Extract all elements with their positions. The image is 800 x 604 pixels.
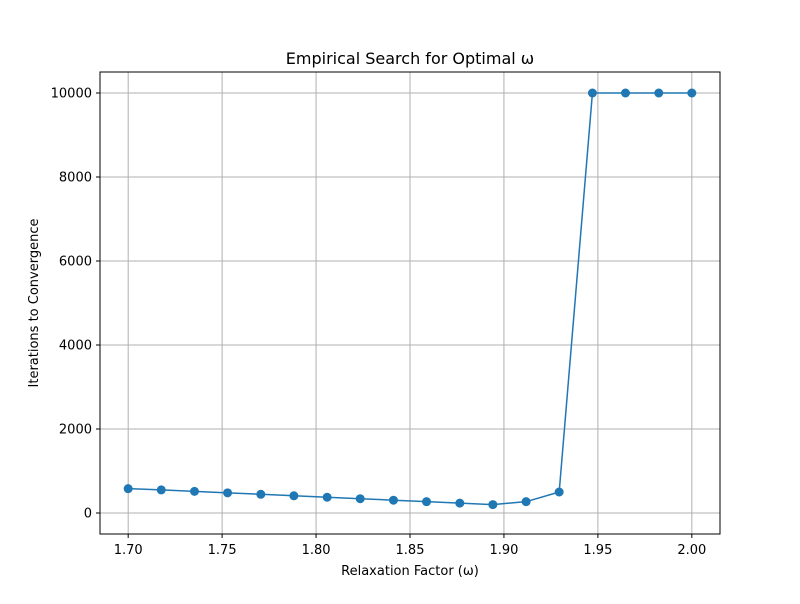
data-point: [620, 88, 630, 98]
y-tick-label: 6000: [59, 255, 92, 270]
y-tick-label: 10000: [51, 87, 92, 102]
series-layer: [123, 88, 697, 510]
x-tick-label: 1.85: [396, 543, 425, 558]
x-tick-label: 1.90: [489, 543, 518, 558]
data-point: [322, 492, 332, 502]
x-tick-label: 2.00: [677, 543, 706, 558]
data-point: [289, 491, 299, 501]
y-tick-label: 4000: [59, 339, 92, 354]
x-tick-label: 1.95: [583, 543, 612, 558]
data-point: [123, 484, 133, 494]
x-tick-label: 1.75: [208, 543, 237, 558]
series-line: [128, 92, 692, 506]
data-point: [455, 498, 465, 508]
data-point: [388, 495, 398, 505]
data-point: [521, 497, 531, 507]
data-point: [654, 88, 664, 98]
x-tick-label: 1.70: [114, 543, 143, 558]
y-tick-label: 8000: [59, 171, 92, 186]
data-point: [355, 494, 365, 504]
data-point: [554, 487, 564, 497]
ticks: 1.70 1.75 1.80 1.85 1.90 1.95 2.00 0 2000 4000 600…: [51, 87, 707, 559]
chart-title: Empirical Search for Optimal ω: [286, 49, 534, 68]
data-point: [223, 488, 233, 498]
y-tick-label: 0: [84, 507, 92, 522]
data-point: [156, 485, 166, 495]
data-point: [256, 489, 266, 499]
data-point: [488, 500, 498, 510]
data-point: [687, 88, 697, 98]
data-point: [190, 486, 200, 496]
y-tick-label: 2000: [59, 423, 92, 438]
x-tick-label: 1.80: [302, 543, 331, 558]
y-axis-label: Iterations to Convergence: [27, 219, 42, 388]
data-point: [422, 497, 432, 507]
x-axis-label: Relaxation Factor (ω): [341, 564, 479, 579]
data-point: [587, 88, 597, 98]
